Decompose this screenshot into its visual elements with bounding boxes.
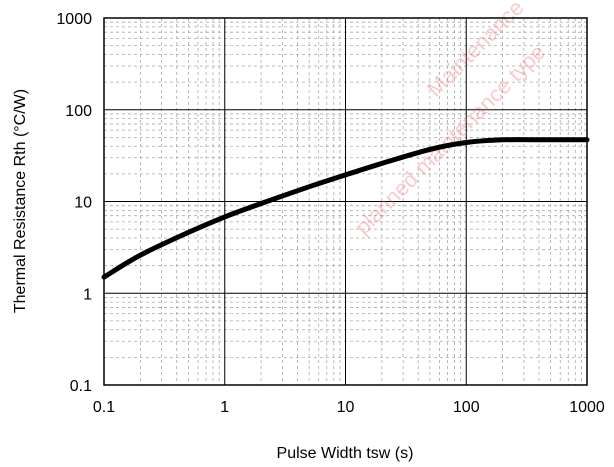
y-tick-label: 10 [74,195,92,212]
y-tick-labels: 0.1 1 10 100 1000 [56,11,92,395]
y-tick-label: 1000 [56,11,92,28]
x-tick-label: 0.1 [93,399,115,416]
x-tick-label: 1 [220,399,229,416]
rth-curve [101,137,590,280]
y-tick-label: 1 [83,286,92,303]
x-tick-label: 10 [337,399,355,416]
y-tick-label: 100 [65,103,92,120]
x-tick-label: 100 [453,399,480,416]
y-axis-title: Thermal Resistance Rth (°C/W) [12,89,29,313]
x-tick-label: 1000 [569,399,605,416]
x-axis-title: Pulse Width tsw (s) [277,445,414,462]
plot-frame [103,17,588,386]
minor-grid [104,18,587,385]
y-tick-label: 0.1 [70,378,92,395]
x-tick-labels: 0.1 1 10 100 1000 [93,399,605,416]
